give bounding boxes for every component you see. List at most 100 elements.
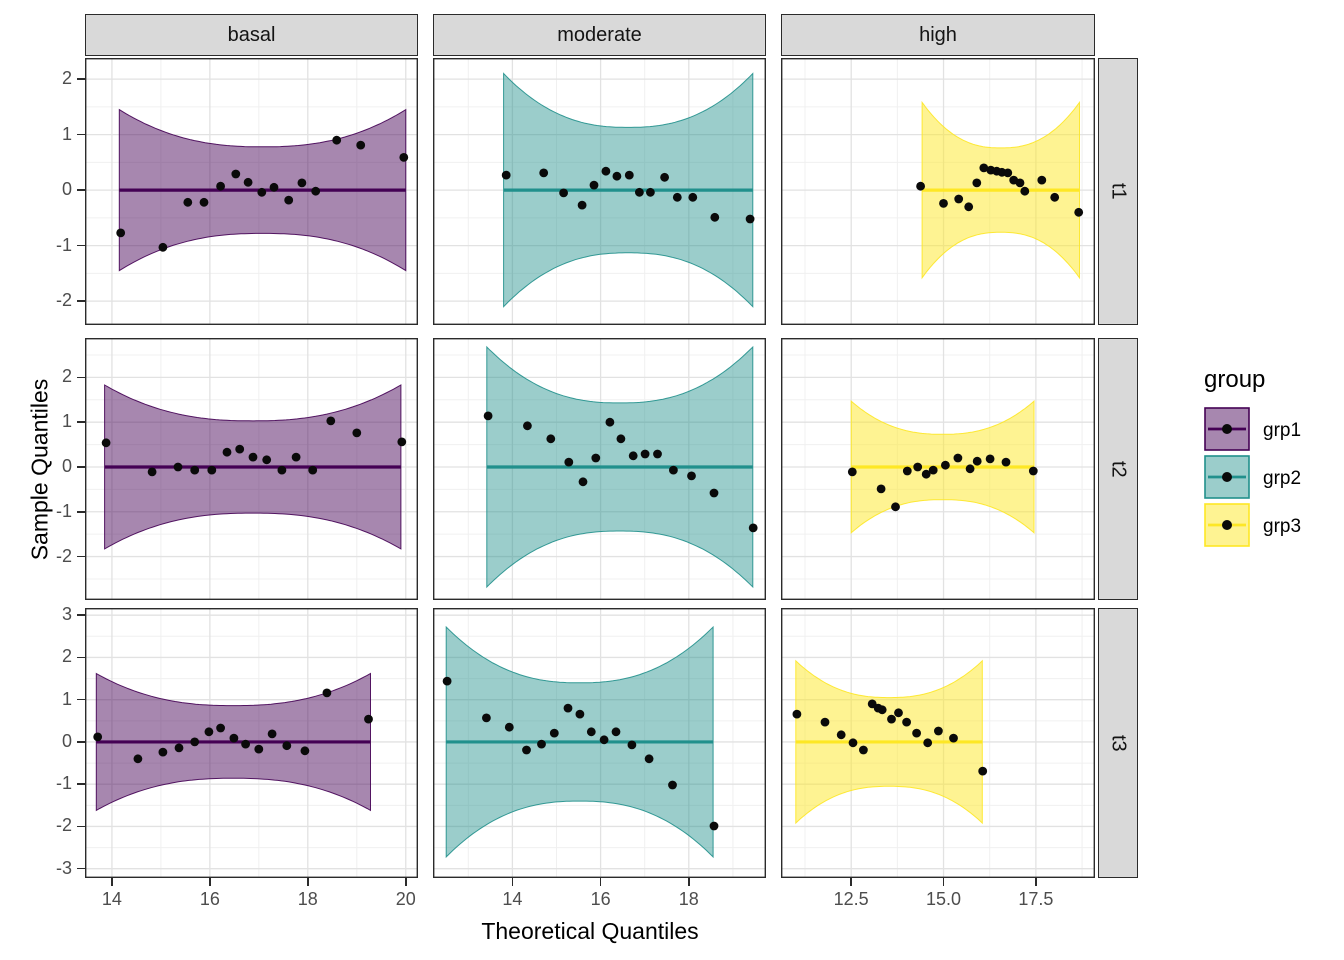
y-tick-label: 2: [61, 68, 72, 89]
y-tick-mark: [77, 741, 85, 743]
y-tick-mark: [77, 825, 85, 828]
panel-basal-t3: [85, 608, 418, 878]
legend-entry-grp3: grp3: [1204, 502, 1344, 552]
x-tick-mark: [111, 878, 113, 886]
x-tick-label: 20: [395, 889, 416, 909]
legend-key-swatch: [1204, 502, 1250, 552]
x-tick-label: 16: [590, 889, 611, 909]
y-tick-mark: [77, 555, 85, 558]
y-tick-mark: [77, 614, 85, 616]
qq-points: [916, 163, 1084, 217]
row-strip-label: t2: [1107, 460, 1130, 478]
y-tick-label: -3: [55, 857, 72, 878]
qq-points: [442, 676, 719, 831]
y-axis-title: Sample Quantiles: [26, 378, 53, 561]
column-strip-high: high: [781, 14, 1095, 56]
y-tick-label: -2: [55, 545, 72, 566]
qq-points: [116, 135, 409, 252]
x-tick-mark: [599, 878, 602, 886]
row-strip-label: t1: [1107, 183, 1130, 200]
x-tick-label: 14: [101, 889, 122, 909]
qq-points: [501, 166, 755, 224]
legend-entry-label: grp3: [1263, 516, 1302, 537]
y-tick-mark: [77, 244, 85, 247]
panel-basal-t1: [85, 58, 418, 325]
y-tick-label: 3: [61, 604, 72, 625]
y-tick-mark: [77, 421, 85, 423]
panel-high-t3: [781, 608, 1095, 878]
y-tick-mark: [77, 698, 85, 701]
gridlines: [433, 58, 766, 325]
y-tick-label: 1: [61, 411, 72, 432]
legend-entry-label: grp2: [1263, 468, 1302, 489]
y-tick-mark: [77, 78, 85, 80]
x-tick-label: 16: [199, 889, 220, 909]
y-tick-mark: [77, 189, 85, 191]
x-tick-label: 18: [678, 889, 699, 909]
y-tick-label: 2: [61, 646, 72, 667]
x-tick-mark: [307, 878, 309, 886]
x-tick-mark: [405, 878, 407, 886]
y-tick-mark: [77, 133, 85, 136]
y-tick-label: -2: [55, 290, 72, 311]
qq-points: [101, 416, 407, 477]
y-tick-mark: [77, 466, 85, 468]
x-tick-mark: [850, 878, 852, 886]
qq-points: [792, 699, 988, 776]
y-tick-label: -1: [55, 500, 72, 521]
row-strip-t1: t1: [1098, 58, 1138, 325]
y-tick-label: 0: [61, 179, 72, 200]
legend-key-swatch: [1204, 454, 1250, 504]
x-tick-label: 17.5: [1018, 889, 1054, 909]
x-tick-label: 14: [502, 889, 523, 909]
qq-points: [847, 453, 1038, 512]
x-tick-mark: [942, 878, 945, 886]
legend-key-grp1: [1204, 406, 1250, 451]
y-tick-label: 0: [61, 730, 72, 751]
column-strip-label: basal: [227, 23, 276, 46]
y-tick-label: 0: [61, 455, 72, 476]
x-tick-mark: [511, 878, 514, 886]
y-tick-label: -2: [55, 815, 72, 836]
y-tick-mark: [77, 376, 85, 379]
x-tick-mark: [1035, 878, 1037, 886]
y-tick-label: 2: [61, 366, 72, 387]
legend-entry-grp2: grp2: [1204, 454, 1344, 504]
column-strip-basal: basal: [85, 14, 418, 56]
x-tick-label: 18: [297, 889, 318, 909]
y-tick-mark: [77, 783, 85, 785]
y-tick-mark: [77, 867, 85, 870]
qq-points: [93, 688, 373, 764]
legend-entry-grp1: grp1: [1204, 406, 1344, 456]
x-tick-label: 12.5: [833, 889, 869, 909]
legend-title: group: [1204, 366, 1266, 393]
panel-moderate-t1: [433, 58, 766, 325]
x-tick-label: 15.0: [926, 889, 962, 909]
panel-high-t1: [781, 58, 1095, 325]
y-tick-mark: [77, 300, 85, 302]
row-strip-t3: t3: [1098, 608, 1138, 878]
y-tick-label: 1: [61, 688, 72, 709]
y-tick-label: -1: [55, 234, 72, 255]
y-tick-mark: [77, 511, 85, 513]
panel-moderate-t2: [433, 338, 766, 600]
column-strip-label: moderate: [557, 23, 642, 46]
qq-points: [483, 411, 758, 533]
legend-key-grp3: [1204, 502, 1250, 547]
y-tick-label: 1: [61, 123, 72, 144]
column-strip-label: high: [919, 23, 957, 46]
row-strip-label: t3: [1107, 734, 1130, 752]
panel-moderate-t3: [433, 608, 766, 878]
panel-high-t2: [781, 338, 1095, 600]
legend-key-swatch: [1204, 406, 1250, 456]
legend: group grp1 grp2 grp3: [1196, 366, 1344, 552]
panel-basal-t2: [85, 338, 418, 600]
y-tick-mark: [77, 656, 85, 659]
x-axis-title: Theoretical Quantiles: [481, 918, 699, 944]
row-strip-t2: t2: [1098, 338, 1138, 600]
x-tick-mark: [209, 878, 211, 886]
legend-key-grp2: [1204, 454, 1250, 499]
x-tick-mark: [688, 878, 690, 886]
legend-entry-label: grp1: [1263, 420, 1302, 441]
